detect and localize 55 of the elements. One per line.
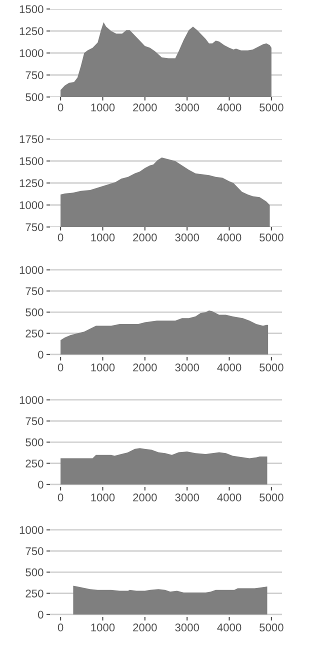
x-tick-label: 1000 bbox=[91, 494, 115, 502]
x-tick-label: 0 bbox=[58, 364, 64, 372]
y-tick-label: 500 bbox=[26, 438, 44, 446]
y-tick-label: 1000 bbox=[20, 266, 44, 274]
x-tick-label: 4000 bbox=[217, 364, 242, 372]
x-tick-label: 4000 bbox=[217, 624, 242, 632]
y-tick-label: 0 bbox=[38, 350, 44, 359]
x-tick-label: 0 bbox=[58, 624, 64, 632]
x-tick-label: 4000 bbox=[217, 104, 242, 112]
y-tick-label: 250 bbox=[26, 590, 44, 598]
x-tick-label: 2000 bbox=[133, 494, 157, 502]
y-tick-label: 500 bbox=[26, 308, 44, 316]
y-tick-label: 0 bbox=[38, 610, 44, 619]
y-tick-label: 1500 bbox=[20, 5, 44, 14]
y-tick-label: 750 bbox=[26, 287, 44, 296]
y-tick-label: 0 bbox=[38, 480, 44, 489]
x-tick-label: 1000 bbox=[91, 104, 115, 112]
y-tick-label: 1750 bbox=[20, 135, 44, 144]
x-tick-label: 3000 bbox=[175, 364, 200, 372]
x-tick-label: 1000 bbox=[91, 624, 115, 632]
x-tick-label: 5000 bbox=[260, 104, 284, 112]
y-tick-label: 1000 bbox=[20, 526, 44, 534]
x-tick-label: 3000 bbox=[175, 494, 200, 502]
x-tick-label: 3000 bbox=[175, 104, 200, 112]
y-tick-label: 750 bbox=[26, 71, 44, 80]
x-tick-label: 4000 bbox=[217, 494, 242, 502]
y-tick-label: 750 bbox=[26, 547, 44, 556]
x-tick-label: 2000 bbox=[133, 104, 157, 112]
x-tick-label: 4000 bbox=[217, 234, 242, 242]
y-tick-label: 1500 bbox=[20, 157, 44, 166]
x-tick-label: 5000 bbox=[260, 624, 284, 632]
x-tick-label: 2000 bbox=[133, 364, 157, 372]
y-tick-label: 250 bbox=[26, 460, 44, 468]
x-tick-label: 1000 bbox=[91, 234, 115, 242]
x-tick-label: 5000 bbox=[260, 234, 284, 242]
x-tick-label: 2000 bbox=[133, 624, 157, 632]
x-tick-label: 1000 bbox=[91, 364, 115, 372]
y-tick-label: 1250 bbox=[20, 27, 44, 36]
y-tick-label: 1250 bbox=[20, 179, 44, 188]
y-tick-label: 500 bbox=[26, 93, 44, 102]
x-tick-label: 5000 bbox=[260, 494, 284, 502]
y-tick-label: 1000 bbox=[20, 201, 44, 210]
y-tick-label: 250 bbox=[26, 330, 44, 338]
x-tick-label: 5000 bbox=[260, 364, 284, 372]
x-tick-label: 2000 bbox=[133, 234, 157, 242]
y-tick-label: 500 bbox=[26, 568, 44, 576]
y-tick-label: 1000 bbox=[20, 396, 44, 404]
x-tick-label: 3000 bbox=[175, 234, 200, 242]
x-tick-label: 3000 bbox=[175, 624, 200, 632]
y-tick-label: 750 bbox=[26, 223, 44, 232]
x-tick-label: 0 bbox=[58, 234, 64, 242]
y-tick-label: 750 bbox=[26, 417, 44, 426]
x-tick-label: 0 bbox=[58, 104, 64, 112]
x-tick-label: 0 bbox=[58, 494, 64, 502]
y-tick-label: 1000 bbox=[20, 49, 44, 58]
